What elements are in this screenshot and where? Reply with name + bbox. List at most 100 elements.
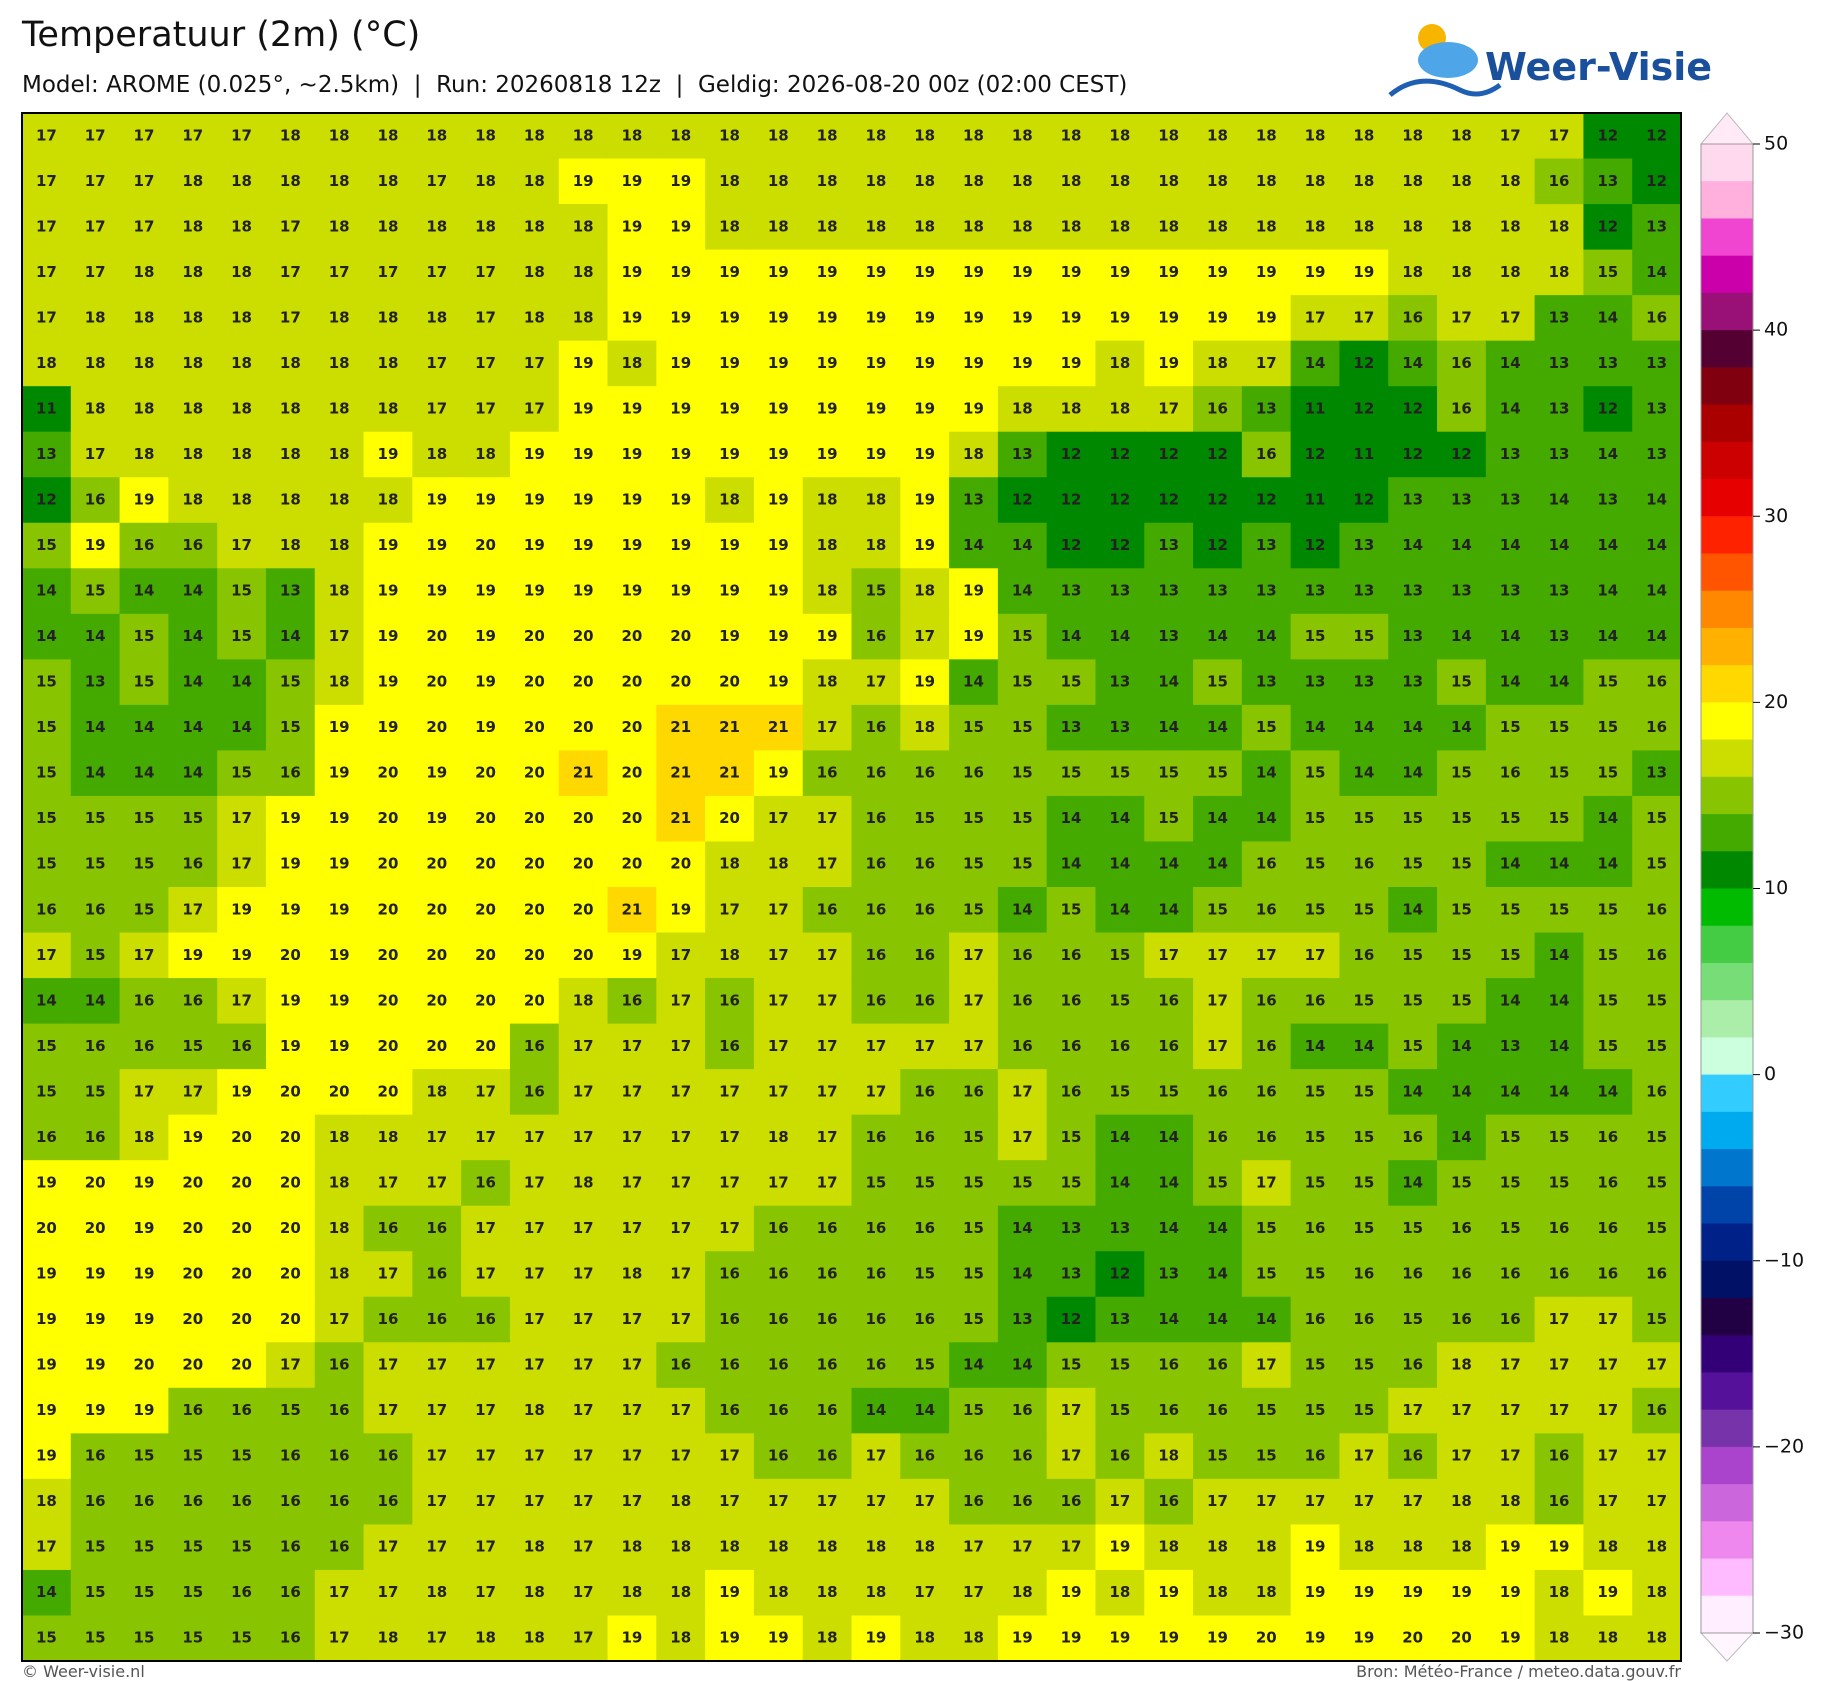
temp-label: 12 — [1158, 491, 1179, 509]
temp-cell — [1241, 978, 1292, 1025]
temp-cell — [997, 613, 1048, 660]
temp-label: 17 — [719, 1219, 740, 1237]
temp-label: 13 — [1500, 582, 1521, 600]
temp-cell — [314, 1296, 365, 1343]
temp-cell — [1241, 113, 1292, 160]
temp-cell — [22, 1114, 72, 1161]
temp-cell — [1583, 978, 1633, 1025]
temp-cell — [509, 750, 560, 797]
temp-cell — [1290, 1615, 1340, 1662]
temp-cell — [705, 158, 755, 205]
colorbar-segment — [1701, 1409, 1753, 1448]
temp-label: 13 — [36, 445, 57, 463]
temp-label: 16 — [719, 1037, 740, 1055]
temp-label: 15 — [1549, 900, 1570, 918]
temp-label: 12 — [1353, 399, 1374, 417]
temp-label: 19 — [329, 991, 350, 1009]
temp-label: 19 — [670, 308, 691, 326]
temp-cell — [461, 841, 511, 888]
temp-label: 14 — [1646, 263, 1667, 281]
temp-cell — [363, 1342, 413, 1389]
temp-cell — [265, 1569, 316, 1616]
temp-cell — [1241, 1478, 1292, 1525]
temp-label: 19 — [182, 1128, 203, 1146]
temp-label: 19 — [329, 946, 350, 964]
temp-cell — [656, 1160, 706, 1207]
temp-label: 17 — [231, 991, 252, 1009]
temp-cell — [119, 1114, 169, 1161]
temp-label: 19 — [1207, 308, 1228, 326]
temp-cell — [1241, 568, 1292, 615]
temp-cell — [119, 613, 169, 660]
temp-label: 18 — [1402, 172, 1423, 190]
temp-cell — [705, 704, 755, 751]
temp-cell — [1144, 1342, 1194, 1389]
temp-cell — [1583, 477, 1633, 524]
temp-label: 19 — [329, 764, 350, 782]
temp-label: 17 — [1353, 308, 1374, 326]
temp-cell — [265, 1433, 316, 1480]
temp-cell — [753, 1205, 804, 1252]
temp-label: 16 — [475, 1310, 496, 1328]
temp-cell — [1632, 249, 1682, 296]
temp-label: 14 — [1109, 1173, 1130, 1191]
temp-label: 19 — [914, 308, 935, 326]
temp-cell — [461, 1478, 511, 1525]
temp-label: 17 — [621, 1492, 642, 1510]
temp-label: 15 — [1305, 900, 1326, 918]
temp-cell — [119, 1387, 169, 1434]
temp-label: 17 — [475, 399, 496, 417]
temp-label: 20 — [621, 718, 642, 736]
temp-cell — [509, 1524, 560, 1571]
temp-cell — [1095, 1023, 1145, 1070]
temp-cell — [1241, 204, 1292, 251]
temp-label: 18 — [1451, 263, 1472, 281]
temp-cell — [802, 1478, 852, 1525]
temp-label: 15 — [1451, 991, 1472, 1009]
temp-cell — [802, 704, 852, 751]
temp-cell — [802, 1296, 852, 1343]
temp-cell — [1388, 1433, 1438, 1480]
temp-cell — [1339, 1251, 1389, 1298]
temp-label: 18 — [1402, 126, 1423, 144]
temp-cell — [1583, 522, 1633, 569]
temp-cell — [1046, 1205, 1096, 1252]
temp-cell — [1534, 204, 1584, 251]
temp-label: 12 — [1061, 491, 1082, 509]
temp-label: 13 — [1061, 1219, 1082, 1237]
temp-label: 17 — [475, 1538, 496, 1556]
temp-cell — [22, 431, 72, 478]
temp-label: 18 — [329, 491, 350, 509]
temp-cell — [802, 295, 852, 342]
temp-cell — [22, 1615, 72, 1662]
temp-cell — [1241, 887, 1292, 934]
temp-cell — [1046, 249, 1096, 296]
temp-cell — [461, 386, 511, 433]
temp-label: 17 — [1549, 1310, 1570, 1328]
temp-cell — [1485, 704, 1536, 751]
temp-label: 19 — [670, 399, 691, 417]
temp-label: 19 — [524, 445, 545, 463]
temp-cell — [1241, 1205, 1292, 1252]
temp-label: 17 — [36, 172, 57, 190]
temp-cell — [1534, 522, 1584, 569]
temp-label: 14 — [85, 991, 106, 1009]
temp-cell — [509, 386, 560, 433]
temp-label: 19 — [36, 1173, 57, 1191]
temp-label: 18 — [182, 217, 203, 235]
temp-cell — [461, 750, 511, 797]
temp-label: 18 — [1402, 263, 1423, 281]
temp-cell — [119, 158, 169, 205]
temp-cell — [1193, 978, 1243, 1025]
temp-cell — [1046, 295, 1096, 342]
temp-cell — [1485, 887, 1536, 934]
temp-cell — [509, 249, 560, 296]
temp-label: 19 — [817, 627, 838, 645]
temp-cell — [900, 613, 950, 660]
temp-cell — [997, 204, 1048, 251]
colorbar-segment — [1701, 739, 1753, 778]
temp-label: 19 — [231, 900, 252, 918]
temp-label: 19 — [1353, 263, 1374, 281]
temp-label: 13 — [1549, 354, 1570, 372]
temp-cell — [70, 1478, 121, 1525]
